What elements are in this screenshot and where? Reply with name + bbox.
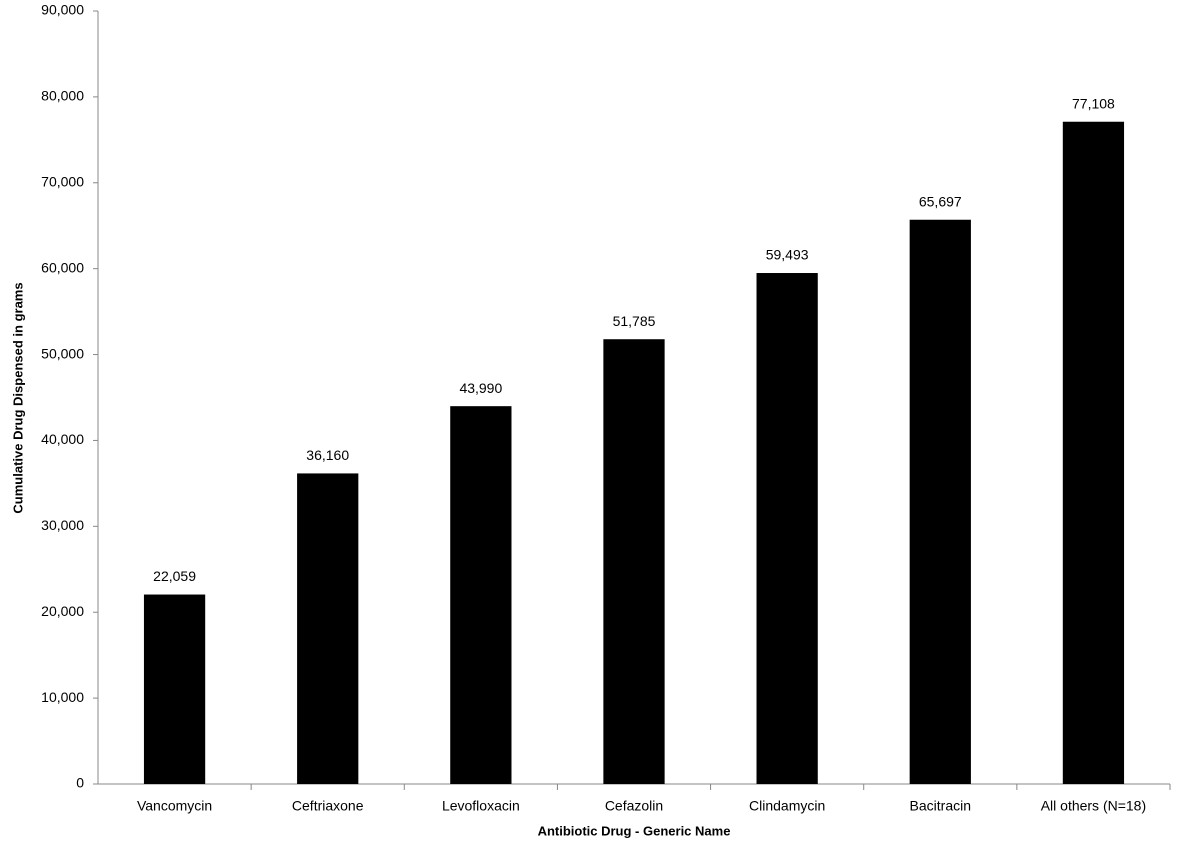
bar <box>450 406 512 784</box>
value-label: 43,990 <box>459 380 502 396</box>
value-label: 22,059 <box>153 568 196 584</box>
x-tick-label: All others (N=18) <box>1041 798 1146 814</box>
bar <box>143 594 206 784</box>
x-axis-title: Antibiotic Drug - Generic Name <box>538 823 731 838</box>
x-tick-label: Vancomycin <box>137 798 212 814</box>
y-tick-label: 50,000 <box>41 345 84 361</box>
x-tick-label: Clindamycin <box>749 798 825 814</box>
x-tick-label: Bacitracin <box>910 798 971 814</box>
y-tick-label: 70,000 <box>41 173 84 189</box>
x-tick-label: Cefazolin <box>605 798 663 814</box>
y-axis-title: Cumulative Drug Dispensed in grams <box>10 282 25 513</box>
bar <box>909 219 971 784</box>
value-label: 77,108 <box>1072 95 1115 111</box>
bar <box>1062 121 1125 784</box>
y-tick-label: 90,000 <box>41 2 84 18</box>
bar <box>756 273 818 784</box>
bar <box>603 339 665 784</box>
y-tick-label: 30,000 <box>41 517 84 533</box>
value-label: 65,697 <box>919 193 962 209</box>
y-tick-label: 20,000 <box>41 603 84 619</box>
y-tick-label: 40,000 <box>41 431 84 447</box>
y-tick-label: 0 <box>76 775 84 791</box>
x-tick-label: Ceftriaxone <box>292 798 364 814</box>
bar <box>297 473 359 784</box>
x-tick-label: Levofloxacin <box>442 798 520 814</box>
value-label: 36,160 <box>306 447 349 463</box>
value-label: 51,785 <box>613 313 656 329</box>
y-tick-label: 10,000 <box>41 689 84 705</box>
value-label: 59,493 <box>766 247 809 263</box>
y-tick-label: 60,000 <box>41 259 84 275</box>
y-tick-label: 80,000 <box>41 88 84 104</box>
